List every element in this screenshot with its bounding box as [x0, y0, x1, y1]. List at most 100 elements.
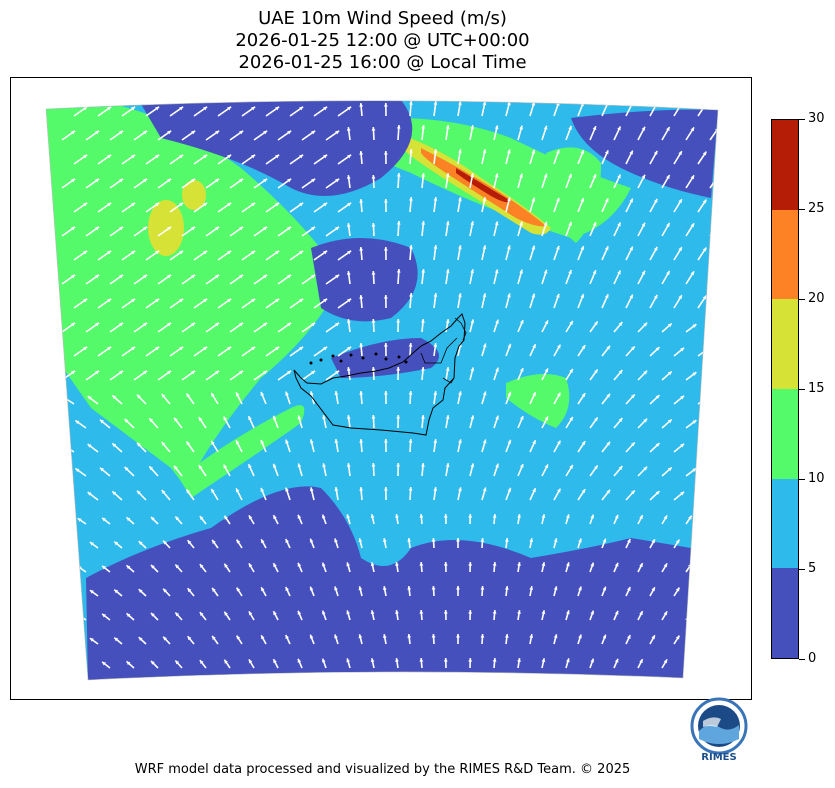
wind-vector-head: [421, 221, 426, 225]
wind-vector-head: [604, 150, 609, 155]
wind-vector-head: [565, 514, 570, 519]
title-line-3: 2026-01-25 16:00 @ Local Time: [238, 52, 527, 73]
wind-vector-head: [203, 154, 208, 159]
wind-vector-head: [322, 610, 326, 615]
wind-vector-head: [251, 298, 256, 303]
wind-vector-head: [263, 226, 268, 231]
colorbar-bin-0-5: [772, 568, 798, 658]
wind-vector: [722, 104, 731, 116]
wind-vector: [697, 635, 705, 645]
map-frame: RIMES: [10, 77, 752, 763]
wind-vector-head: [421, 319, 425, 323]
wind-vector-head: [408, 391, 413, 395]
wind-vector-head: [580, 246, 585, 251]
wind-vector-head: [592, 222, 597, 227]
wind-vector-head: [565, 610, 570, 615]
wind-vector-head: [143, 370, 148, 375]
wind-vector-head: [421, 269, 426, 273]
wind-vector-head: [322, 514, 326, 519]
wind-vector-head: [458, 101, 462, 105]
wind-vector-head: [346, 271, 351, 275]
wind-vector-head: [519, 320, 524, 325]
wind-vector-head: [335, 178, 340, 183]
wind-vector-head: [112, 491, 117, 496]
wind-vector-head: [224, 611, 228, 616]
wind-vector-head: [421, 173, 426, 177]
wind-vector-head: [175, 612, 180, 617]
wind-vector-head: [541, 514, 546, 519]
wind-vector-head: [578, 538, 582, 543]
wind-vector-head: [458, 149, 462, 153]
wind-vectors: [50, 100, 733, 669]
wind-vector-head: [725, 636, 729, 640]
wind-vector-head: [186, 393, 191, 398]
wind-vector-head: [359, 103, 364, 107]
colorbar-tick-mark: [799, 118, 805, 120]
wind-vector-head: [617, 222, 621, 227]
wind-vector-head: [507, 391, 512, 396]
wind-vector: [65, 589, 75, 597]
wind-vector-head: [593, 369, 598, 374]
wind-vector-head: [323, 250, 328, 255]
field-0-5-gulf: [311, 238, 418, 322]
wind-vector-head: [187, 636, 192, 641]
field-15-20-patch-1: [148, 200, 184, 256]
wind-vector-head: [346, 562, 351, 567]
wind-vector: [722, 445, 733, 452]
wind-vector-head: [470, 269, 475, 274]
wind-vector-head: [287, 130, 292, 135]
wind-vector-head: [119, 322, 124, 327]
wind-vector-head: [383, 439, 388, 443]
wind-vector: [65, 637, 75, 645]
wind-vector-head: [215, 130, 220, 135]
wind-vector-head: [641, 126, 646, 131]
wind-vector-head: [409, 197, 413, 201]
wind-vector-head: [504, 634, 509, 638]
colorbar-bin-15-20: [772, 299, 798, 389]
wind-vector-head: [236, 539, 241, 544]
wind-vector-head: [458, 293, 462, 297]
wind-vector-head: [261, 587, 265, 592]
wind-vector-head: [663, 563, 668, 568]
wind-vector-head: [323, 106, 328, 111]
wind-vector: [709, 611, 717, 621]
wind-vector-head: [482, 245, 487, 250]
wind-vector-head: [470, 221, 475, 226]
wind-vector-head: [83, 298, 88, 303]
wind-vector-head: [124, 419, 129, 423]
wind-vector-head: [167, 226, 172, 231]
wind-vector-head: [568, 269, 572, 274]
wind-vector-head: [323, 298, 328, 303]
wind-vector-head: [517, 610, 521, 614]
wind-vector-head: [667, 467, 672, 472]
wind-vector-head: [507, 343, 512, 348]
footer-credit: WRF model data processed and visualized …: [134, 762, 631, 777]
wind-vector-head: [309, 439, 314, 444]
wind-vector-head: [77, 614, 82, 618]
wind-vector-head: [311, 178, 316, 183]
wind-vector-head: [494, 269, 499, 274]
wind-vector: [52, 662, 63, 669]
wind-vector-head: [653, 198, 658, 203]
wind-vector-head: [223, 416, 228, 421]
wind-vector-head: [136, 394, 141, 399]
domain-outline: [45, 100, 719, 681]
wind-vector-head: [543, 221, 548, 226]
wind-vector-head: [495, 367, 499, 372]
wind-vector-head: [482, 101, 487, 106]
wind-vector-head: [569, 368, 573, 373]
wind-vector-head: [468, 610, 473, 614]
wind-vector-head: [541, 562, 546, 567]
wind-vector-head: [347, 346, 352, 351]
wind-vector-head: [248, 464, 252, 469]
wind-vector-head: [663, 515, 668, 520]
wind-vector-head: [236, 488, 240, 493]
wind-vector-head: [532, 488, 536, 493]
wind-vector-head: [248, 611, 253, 616]
wind-vector-head: [712, 564, 717, 569]
wind-vector-head: [383, 151, 388, 155]
wind-vector-head: [261, 539, 265, 544]
wind-vector: [697, 539, 705, 549]
wind-vector-head: [653, 102, 658, 107]
wind-vector-head: [704, 396, 709, 401]
